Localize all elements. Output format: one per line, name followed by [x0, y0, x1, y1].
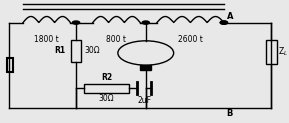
Text: R1: R1	[54, 46, 65, 55]
Text: 2uF: 2uF	[137, 96, 151, 105]
Text: Z$_L$: Z$_L$	[278, 46, 288, 58]
Circle shape	[142, 21, 149, 24]
Circle shape	[220, 21, 227, 24]
Text: B: B	[227, 109, 233, 118]
Text: 1800 t: 1800 t	[34, 35, 59, 44]
Circle shape	[220, 21, 227, 24]
Text: 800 t: 800 t	[106, 35, 127, 44]
Text: 30Ω: 30Ω	[84, 46, 100, 55]
FancyBboxPatch shape	[7, 58, 13, 72]
FancyBboxPatch shape	[266, 40, 277, 64]
FancyBboxPatch shape	[71, 40, 81, 62]
Text: 2600 t: 2600 t	[178, 35, 203, 44]
Text: R2: R2	[101, 73, 112, 82]
Text: 30Ω: 30Ω	[99, 94, 114, 103]
FancyBboxPatch shape	[140, 65, 151, 70]
FancyBboxPatch shape	[84, 84, 129, 92]
Text: A: A	[227, 12, 233, 21]
Circle shape	[72, 21, 80, 24]
